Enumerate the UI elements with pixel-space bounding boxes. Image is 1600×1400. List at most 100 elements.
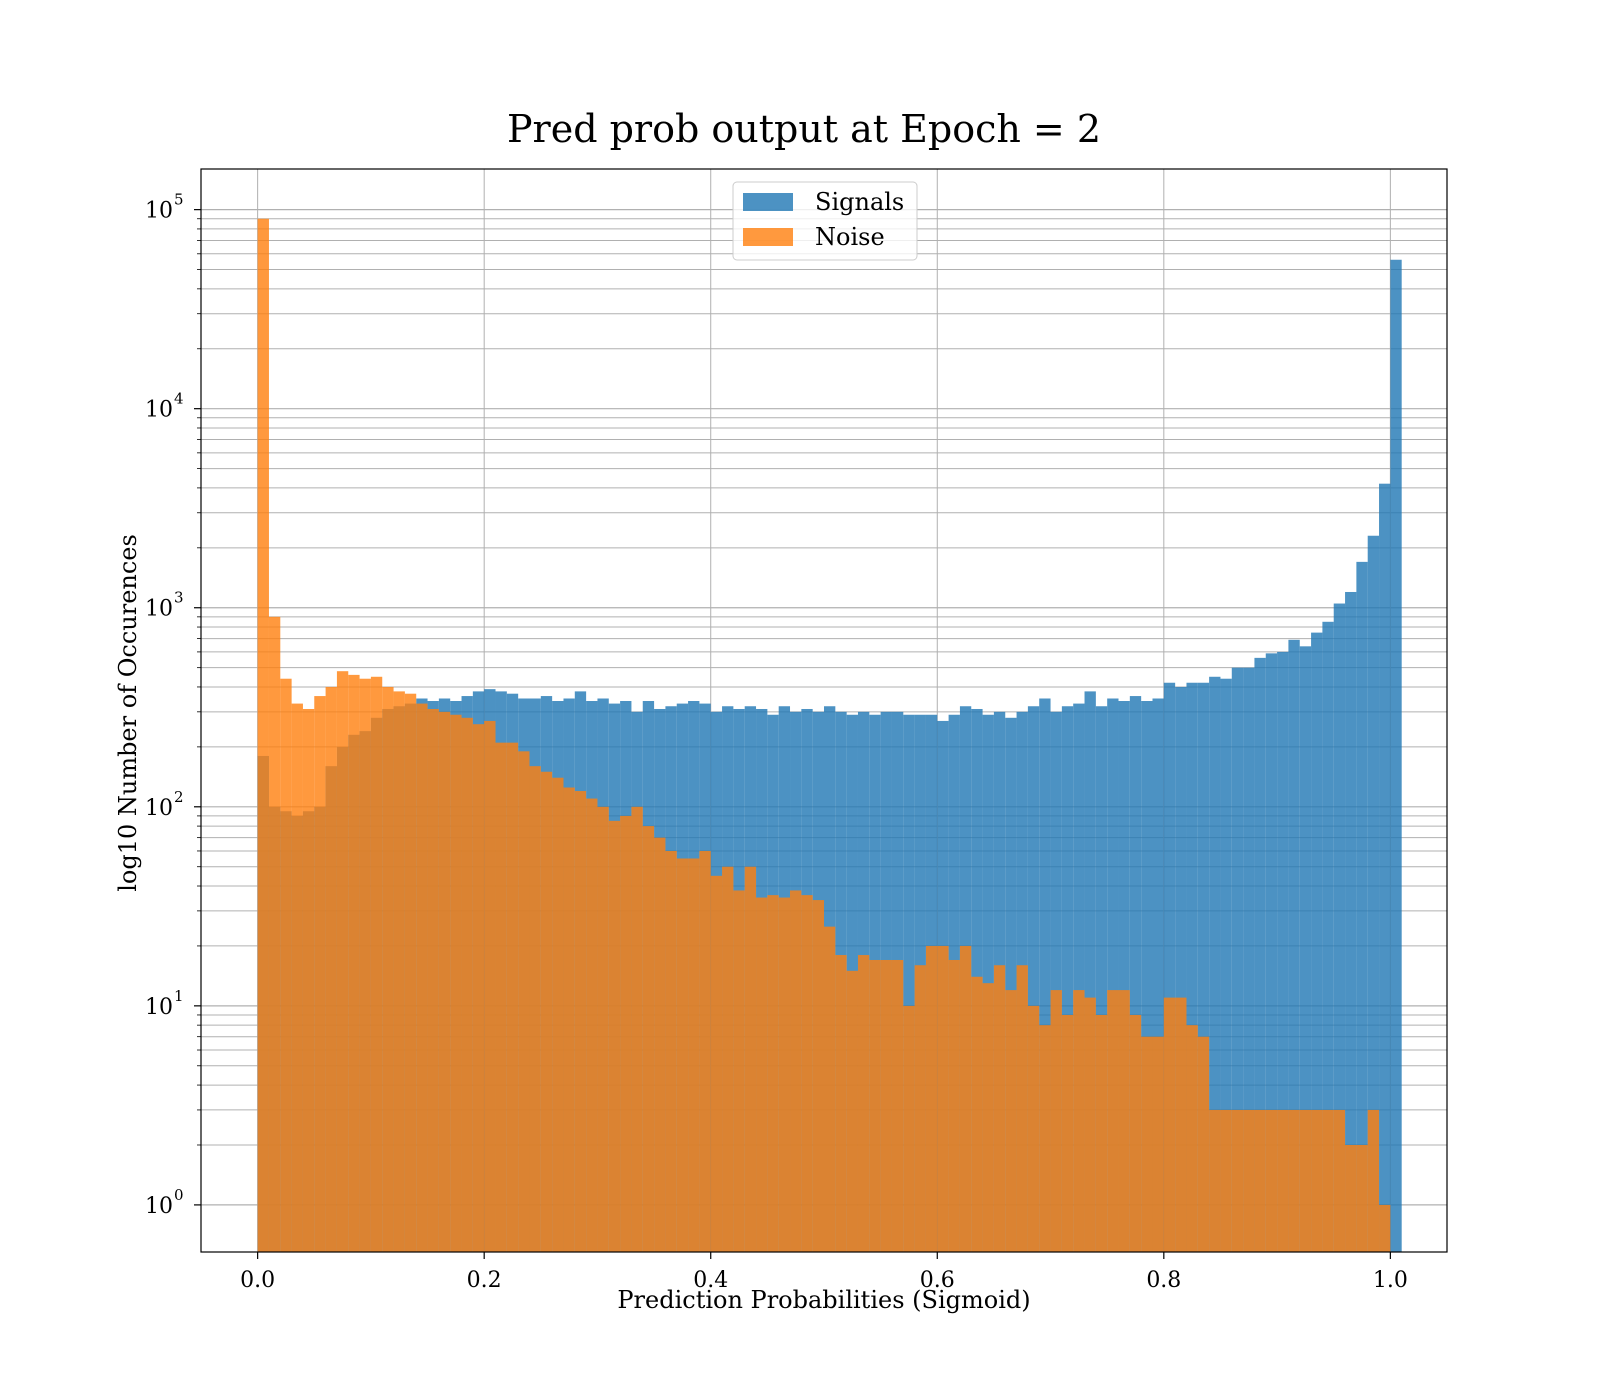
bar-signals <box>903 714 915 1252</box>
bar-noise <box>427 708 439 1252</box>
bar-signals <box>1345 591 1357 1252</box>
bar-noise <box>529 766 541 1252</box>
legend-label-signals: Signals <box>815 188 904 216</box>
bar-signals <box>1311 632 1323 1252</box>
bar-noise <box>495 742 507 1252</box>
bar-noise <box>756 897 768 1252</box>
bar-noise <box>891 959 904 1252</box>
bar-noise <box>1356 1144 1368 1252</box>
bar-noise <box>1299 1109 1312 1252</box>
bar-noise <box>393 691 405 1252</box>
bar-signals <box>1197 682 1210 1252</box>
bar-noise <box>1379 1204 1391 1252</box>
y-tick-label: 10 <box>145 995 173 1020</box>
bar-noise <box>1027 1005 1040 1252</box>
bar-noise <box>1141 1036 1153 1252</box>
bar-noise <box>450 714 462 1252</box>
bar-noise <box>484 720 496 1252</box>
bar-noise <box>1163 997 1176 1252</box>
bar-noise <box>812 900 824 1252</box>
bar-noise <box>291 703 303 1252</box>
bar-noise <box>993 965 1006 1252</box>
bar-noise <box>359 678 371 1252</box>
bar-signals <box>1039 698 1051 1252</box>
x-axis-label: Prediction Probabilities (Sigmoid) <box>617 1286 1030 1314</box>
y-tick-label: 10 <box>145 398 173 423</box>
bar-noise <box>733 890 745 1252</box>
bar-noise <box>710 875 723 1252</box>
bar-noise <box>1061 1014 1074 1252</box>
y-tick-exponent: 3 <box>174 589 184 607</box>
bar-noise <box>620 815 632 1252</box>
bar-noise <box>1095 1014 1108 1252</box>
bar-noise <box>1333 1109 1346 1252</box>
bar-noise <box>914 965 926 1252</box>
bar-signals <box>1367 535 1380 1252</box>
bar-signals <box>1084 691 1096 1252</box>
y-tick-label: 10 <box>145 199 173 224</box>
bar-signals <box>1322 621 1334 1252</box>
bar-signals <box>1073 703 1085 1252</box>
plot-frame <box>200 168 1448 1253</box>
bar-signals <box>1220 678 1232 1252</box>
bar-noise <box>404 693 417 1252</box>
bar-noise <box>665 850 677 1252</box>
bar-noise <box>1243 1109 1255 1252</box>
bar-noise <box>903 1005 915 1252</box>
bar-signals <box>1118 701 1130 1252</box>
bar-noise <box>382 686 394 1252</box>
bar-signals <box>1356 561 1368 1252</box>
bar-noise <box>336 671 349 1252</box>
bar-signals <box>1379 483 1391 1252</box>
bar-noise <box>925 945 938 1252</box>
bar-noise <box>1129 1014 1142 1252</box>
bar-noise <box>1277 1109 1289 1252</box>
bar-noise <box>857 955 870 1252</box>
bar-noise <box>801 895 813 1252</box>
legend: Signals Noise <box>732 181 918 261</box>
x-axis-ticks: 0.0 0.2 0.4 0.6 0.8 1.0 <box>240 1252 1408 1293</box>
bar-noise <box>438 711 451 1252</box>
bar-signals <box>1141 701 1153 1252</box>
bar-noise <box>1311 1109 1323 1252</box>
bar-noise <box>631 806 643 1252</box>
bar-noise <box>937 945 949 1252</box>
y-tick-exponent: 2 <box>174 788 184 806</box>
bar-signals <box>1050 711 1062 1252</box>
bar-noise <box>518 751 530 1252</box>
series-noise-bars <box>257 218 1391 1252</box>
bar-noise <box>268 616 281 1252</box>
bar-signals <box>1152 698 1164 1252</box>
bar-noise <box>1220 1109 1232 1252</box>
bar-noise <box>1322 1109 1334 1252</box>
bar-signals <box>1333 603 1346 1252</box>
bar-noise <box>1016 965 1028 1252</box>
y-tick-label: 10 <box>145 597 173 622</box>
bar-signals <box>1107 698 1119 1252</box>
bar-noise <box>574 791 587 1252</box>
bar-noise <box>348 674 360 1252</box>
bar-signals <box>1265 653 1278 1252</box>
bar-signals <box>1163 682 1176 1252</box>
bar-noise <box>472 724 485 1252</box>
bar-noise <box>302 708 315 1252</box>
bar-noise <box>608 820 621 1252</box>
y-axis-label: log10 Number of Occurences <box>114 534 142 892</box>
bar-noise <box>959 945 972 1252</box>
bar-signals <box>1231 667 1244 1252</box>
bar-signals <box>1209 676 1221 1252</box>
bar-signals <box>1243 667 1255 1252</box>
bar-noise <box>461 717 473 1252</box>
chart-title: Pred prob output at Epoch = 2 <box>507 107 1101 151</box>
y-tick-exponent: 4 <box>174 390 184 408</box>
bar-signals <box>1288 639 1300 1252</box>
bar-noise <box>552 777 564 1252</box>
bar-noise <box>880 959 892 1252</box>
bar-signals <box>1027 706 1040 1252</box>
bar-noise <box>1197 1036 1210 1252</box>
y-tick-exponent: 1 <box>174 987 184 1005</box>
bar-signals <box>1175 686 1187 1252</box>
axes <box>200 168 1448 1253</box>
y-tick-label: 10 <box>145 796 173 821</box>
